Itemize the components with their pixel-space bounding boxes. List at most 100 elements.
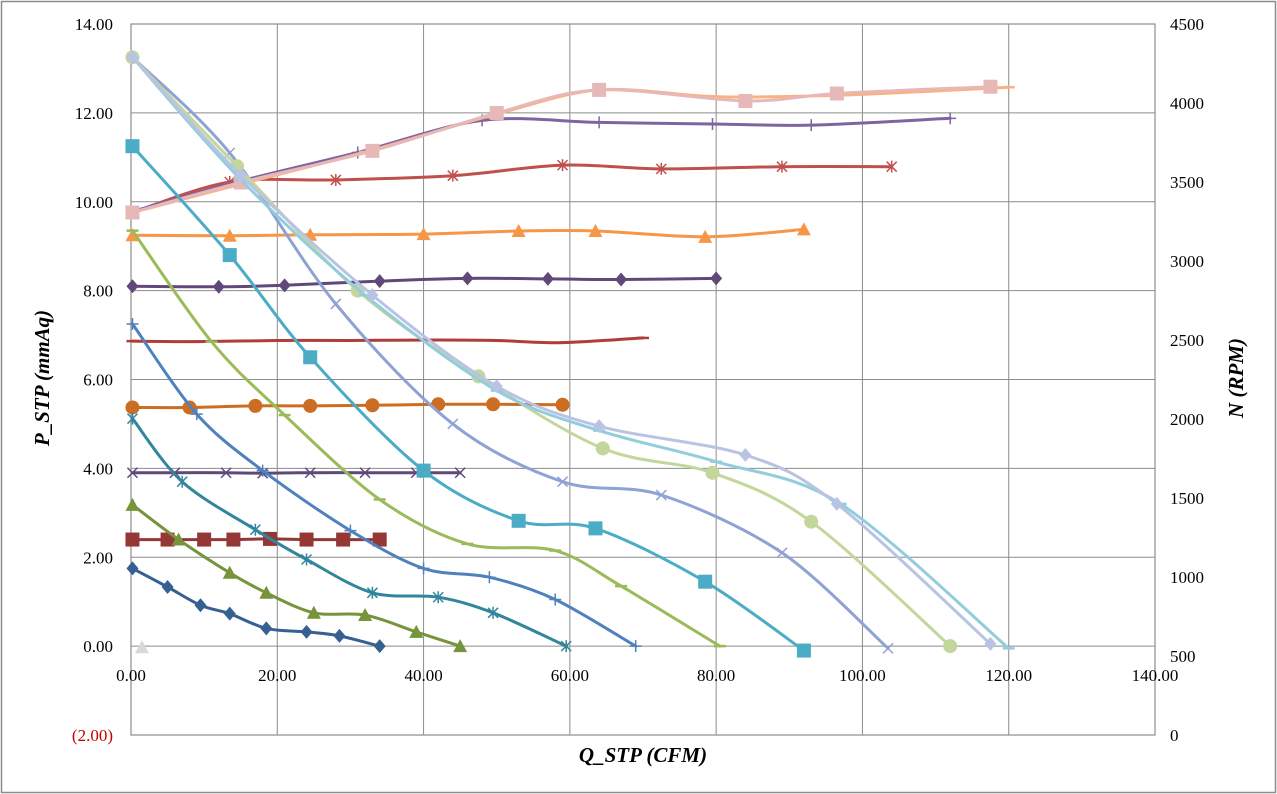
plot-area-border (130, 23, 1156, 736)
data-point (194, 598, 207, 613)
data-point (222, 248, 237, 263)
data-point (299, 532, 314, 547)
data-point (655, 162, 667, 175)
data-point (882, 642, 894, 654)
data-point (417, 562, 430, 575)
data-point (373, 274, 386, 289)
data-point (306, 605, 321, 619)
data-point (134, 640, 149, 654)
y-tick-label: 4.00 (83, 459, 113, 478)
data-point (249, 523, 261, 536)
data-point (126, 317, 139, 330)
data-point (372, 532, 387, 547)
data-point (333, 628, 346, 643)
pressure-series-6 (125, 139, 811, 658)
data-point (615, 272, 628, 287)
x-axis-ticks: 0.00 20.00 40.00 60.00 80.00 100.00 120.00 140.… (116, 666, 1178, 685)
data-point (359, 467, 371, 479)
pressure-series-10 (126, 50, 997, 651)
y2-tick-label: 2000 (1170, 410, 1204, 429)
data-point (557, 159, 569, 172)
data-point (358, 608, 373, 622)
data-point (593, 419, 606, 434)
x-tick-label: 60.00 (551, 666, 589, 685)
data-point (549, 593, 562, 606)
data-point (592, 82, 607, 97)
y2-axis-title: N (RPM) (1224, 338, 1248, 419)
y2-tick-label: 3000 (1170, 252, 1204, 271)
data-point (212, 279, 225, 294)
data-point (126, 467, 138, 479)
data-point (226, 532, 241, 547)
data-point (126, 412, 138, 425)
y2-tick-label: 1000 (1170, 568, 1204, 587)
data-point (588, 521, 603, 536)
data-point (560, 640, 572, 653)
data-point (260, 621, 273, 636)
data-point (796, 643, 811, 658)
rpm-series-6 (126, 271, 723, 294)
data-point (943, 639, 958, 654)
x-tick-label: 40.00 (404, 666, 442, 685)
pressure-series-4 (126, 317, 642, 653)
data-point (629, 640, 642, 653)
data-point (983, 79, 998, 94)
data-point (796, 222, 811, 236)
data-point (738, 93, 753, 108)
x-tick-label: 80.00 (697, 666, 735, 685)
data-point (588, 223, 603, 237)
y-tick-label: 8.00 (83, 282, 113, 301)
data-point (447, 418, 459, 430)
data-point (511, 223, 526, 237)
data-point (984, 636, 997, 651)
pressure-series-3 (126, 412, 572, 653)
data-point (301, 553, 313, 566)
data-point (490, 379, 503, 394)
x-axis-title: Q_STP (CFM) (579, 743, 707, 767)
data-point (344, 524, 357, 537)
y-tick-label: 2.00 (83, 548, 113, 567)
data-point (541, 271, 554, 286)
y-tick-label: 10.00 (75, 193, 113, 212)
data-point (126, 50, 139, 65)
data-point (278, 278, 291, 293)
data-point (416, 463, 431, 478)
data-point (171, 532, 186, 546)
data-point (256, 464, 269, 477)
data-point (710, 271, 723, 286)
data-point (125, 532, 140, 547)
data-point (416, 227, 431, 241)
data-point (176, 475, 188, 488)
y2-tick-label: 4500 (1170, 15, 1204, 34)
data-point (886, 160, 898, 173)
data-point (303, 350, 318, 365)
data-point (125, 497, 140, 511)
pressure-series-5 (126, 229, 726, 648)
data-point (804, 514, 819, 529)
rpm-series-5 (126, 336, 649, 345)
y-axis-ticks: (2.00) 0.00 2.00 4.00 6.00 8.00 10.00 12.00 14.0… (72, 15, 113, 745)
y-tick-label: 0.00 (83, 637, 113, 656)
data-point (461, 271, 474, 286)
data-point (259, 585, 274, 599)
data-point (595, 441, 610, 456)
data-point (330, 298, 342, 310)
data-point (447, 169, 459, 182)
data-point (366, 288, 379, 303)
data-point (126, 279, 139, 294)
y2-tick-label: 500 (1170, 647, 1196, 666)
data-point (300, 624, 313, 639)
y-tick-label: 6.00 (83, 371, 113, 390)
data-point (160, 532, 175, 547)
rpm-series-4 (125, 397, 570, 415)
y2-tick-label: 2500 (1170, 331, 1204, 350)
data-point (453, 639, 468, 653)
data-point (161, 580, 174, 595)
data-point (555, 397, 570, 412)
data-point (234, 168, 247, 183)
data-point (705, 465, 720, 480)
data-point (944, 112, 957, 125)
rpm-series-11 (125, 79, 998, 220)
data-point (304, 467, 316, 479)
